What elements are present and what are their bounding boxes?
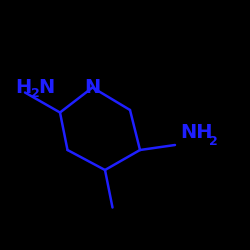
Text: 2: 2 <box>31 87 40 100</box>
Text: 2: 2 <box>209 135 218 148</box>
Text: NH: NH <box>180 123 212 142</box>
Text: N: N <box>39 78 55 97</box>
Text: H: H <box>15 78 31 97</box>
Text: N: N <box>84 78 100 97</box>
